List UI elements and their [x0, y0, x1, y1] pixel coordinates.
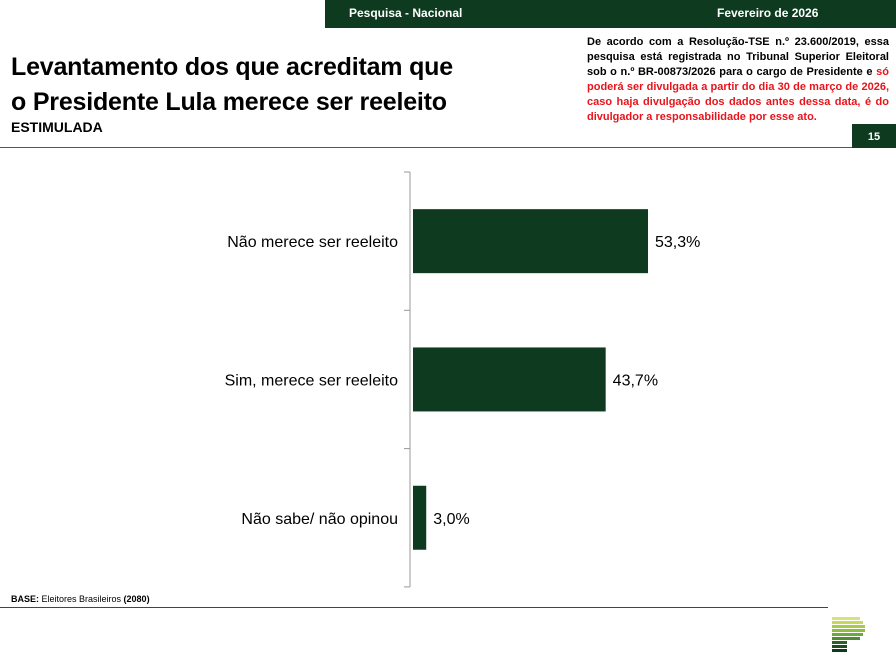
notice-text: De acordo com a Resolução-TSE n.º 23.600…	[587, 36, 889, 78]
notice-warning: só poderá ser divulgada a partir do dia …	[587, 66, 889, 123]
survey-label: Pesquisa - Nacional	[349, 6, 463, 20]
data-label: 43,7%	[613, 372, 658, 389]
page-number: 15	[852, 124, 896, 148]
base-text: Eleitores Brasileiros	[39, 594, 124, 604]
category-label: Sim, merece ser reeleito	[225, 372, 398, 389]
divider	[0, 147, 852, 148]
company-logo	[832, 617, 865, 653]
header-bar: Pesquisa - Nacional Fevereiro de 2026	[325, 0, 896, 28]
page-title: Levantamento dos que acreditam que o Pre…	[11, 50, 453, 120]
legal-notice: De acordo com a Resolução-TSE n.º 23.600…	[587, 35, 889, 125]
base-count: (2080)	[123, 594, 150, 604]
bar	[413, 485, 427, 550]
bar	[413, 209, 648, 274]
footer-divider	[0, 607, 828, 608]
bar	[413, 347, 606, 412]
base-note: BASE: Eleitores Brasileiros (2080)	[11, 594, 150, 604]
category-label: Não sabe/ não opinou	[241, 511, 398, 528]
data-label: 3,0%	[433, 511, 469, 528]
base-label: BASE:	[11, 594, 40, 604]
title-line-2: o Presidente Lula merece ser reeleito	[11, 88, 447, 116]
data-label: 53,3%	[655, 234, 700, 251]
survey-date: Fevereiro de 2026	[717, 6, 819, 20]
subtitle: ESTIMULADA	[11, 119, 103, 135]
category-label: Não merece ser reeleito	[227, 234, 398, 251]
title-line-1: Levantamento dos que acreditam que	[11, 53, 453, 81]
